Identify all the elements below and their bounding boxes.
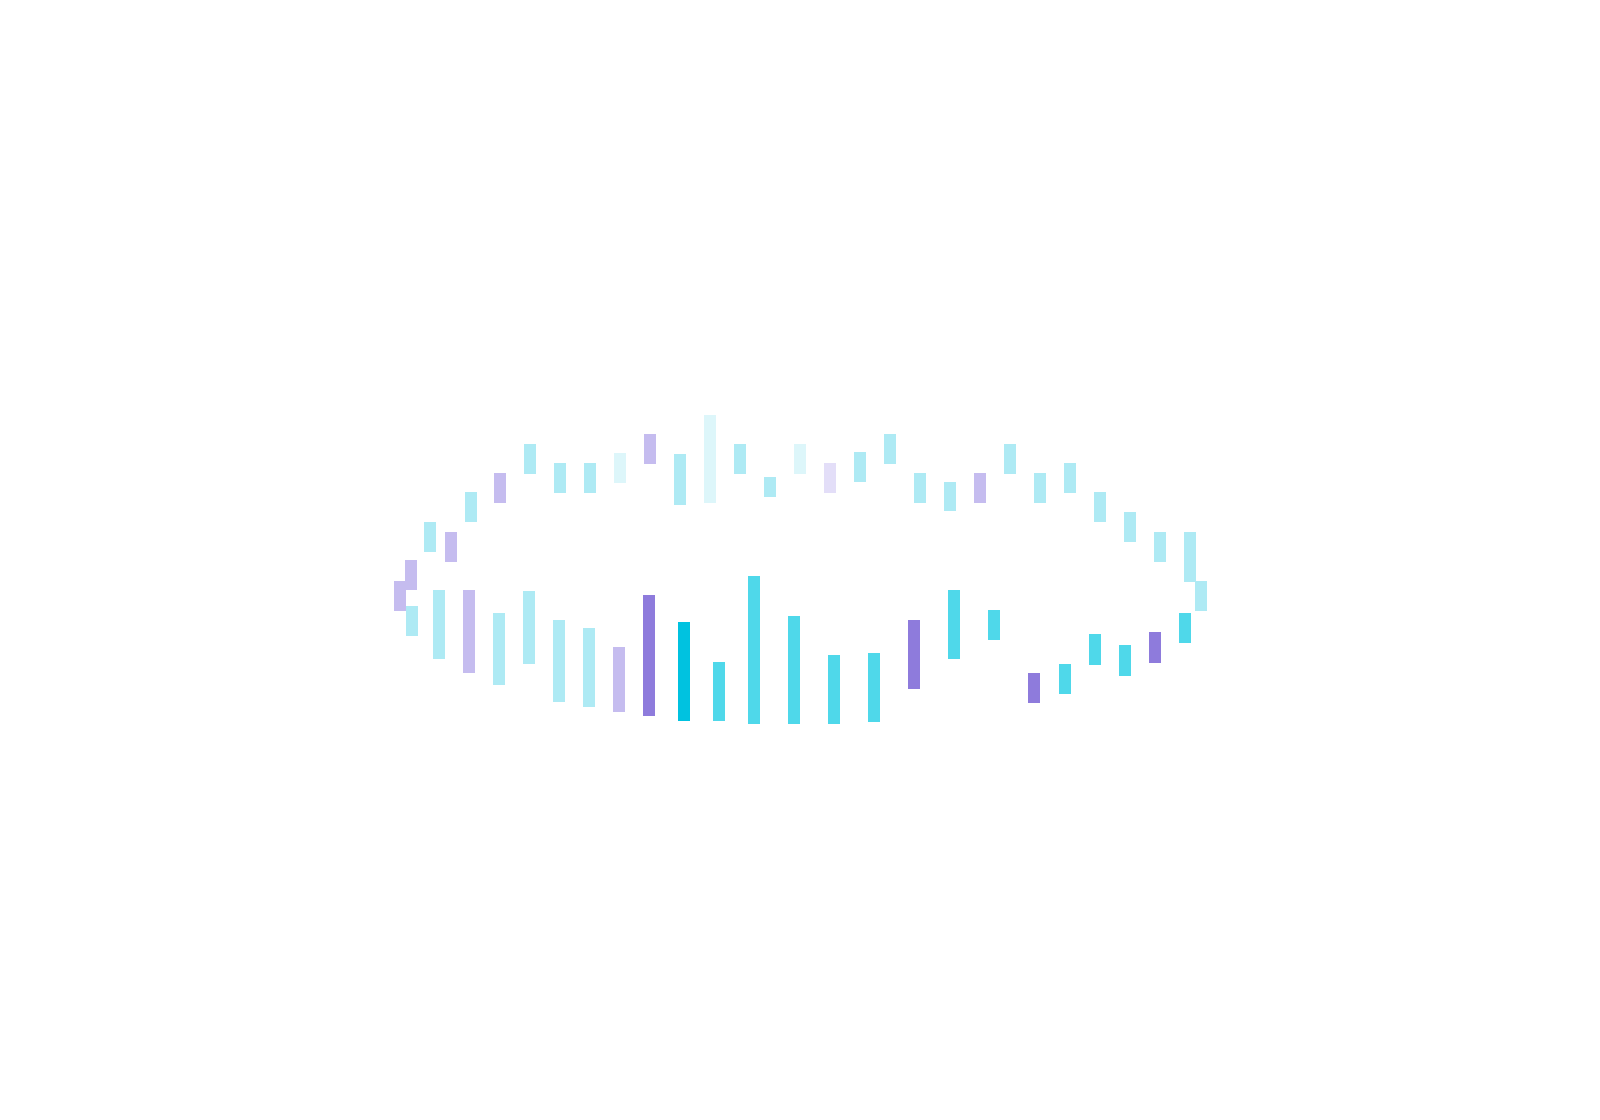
ring-bar-21 (944, 482, 956, 511)
ring-bar-24 (1034, 473, 1046, 503)
ring-bar-18 (854, 452, 866, 482)
ring-bar-23 (1004, 444, 1016, 474)
ring-bar-43 (788, 616, 800, 724)
ring-bar-37 (583, 628, 595, 707)
ring-bar-11 (644, 434, 656, 464)
ring-bar-2 (405, 560, 417, 590)
ring-bar-53 (1149, 632, 1161, 663)
ring-bar-4 (445, 532, 457, 562)
ring-bar-13 (704, 415, 716, 503)
ring-bar-5 (465, 492, 477, 522)
ring-bar-39 (643, 595, 655, 716)
ring-bar-31 (406, 606, 418, 636)
ring-bar-38 (613, 647, 625, 712)
ring-bar-28 (1154, 532, 1166, 562)
ring-bar-8 (554, 463, 566, 493)
ring-bar-6 (494, 473, 506, 503)
ring-bar-22 (974, 473, 986, 503)
ring-bar-48 (988, 610, 1000, 640)
ring-bar-51 (1089, 634, 1101, 665)
ring-bar-32 (433, 590, 445, 659)
ring-bar-12 (674, 454, 686, 505)
ring-bar-49 (1028, 673, 1040, 703)
ring-bar-40 (678, 622, 690, 721)
ring-bar-25 (1064, 463, 1076, 493)
ring-bar-20 (914, 473, 926, 503)
ring-bar-42 (748, 576, 760, 724)
ring-bar-45 (868, 653, 880, 722)
ring-bar-17 (824, 463, 836, 493)
ring-bar-35 (523, 591, 535, 664)
ring-bar-7 (524, 444, 536, 474)
ring-bar-14 (734, 444, 746, 474)
ring-bar-27 (1124, 512, 1136, 542)
ring-bar-34 (493, 613, 505, 685)
ring-bar-46 (908, 620, 920, 689)
ring-bar-15 (764, 477, 776, 497)
ring-bar-1 (394, 581, 406, 611)
ring-bar-41 (713, 662, 725, 721)
ring-bar-33 (463, 590, 475, 673)
ring-bar-26 (1094, 492, 1106, 522)
ring-bar-47 (948, 590, 960, 659)
ring-bar-3 (424, 522, 436, 552)
ring-bar-9 (584, 463, 596, 493)
ring-bar-54 (1179, 613, 1191, 643)
ring-bar-10 (614, 453, 626, 483)
ring-bar-44 (828, 655, 840, 724)
ring-bar-16 (794, 444, 806, 474)
ring-bar-29 (1184, 532, 1196, 582)
ring-bar-52 (1119, 645, 1131, 676)
ring-bar-36 (553, 620, 565, 702)
ring-bar-30 (1195, 581, 1207, 611)
ring-bar-19 (884, 434, 896, 464)
ring-bar-50 (1059, 664, 1071, 694)
